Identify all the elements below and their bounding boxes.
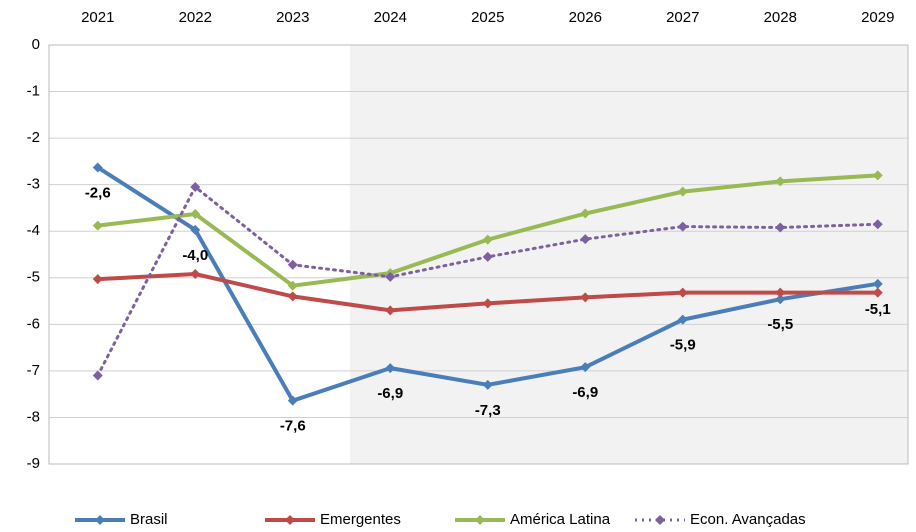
y-tick-label: 0 bbox=[32, 36, 40, 53]
marker bbox=[580, 292, 591, 303]
y-tick-label: -5 bbox=[27, 269, 40, 286]
marker bbox=[92, 220, 103, 231]
y-tick-label: -6 bbox=[27, 315, 40, 332]
forecast-shade bbox=[350, 45, 908, 464]
y-tick-label: -8 bbox=[27, 408, 40, 425]
marker bbox=[385, 271, 396, 282]
marker bbox=[385, 305, 396, 316]
legend-label: América Latina bbox=[510, 511, 611, 528]
y-tick-label: -7 bbox=[27, 362, 40, 379]
plot-frame bbox=[48, 44, 909, 465]
legend-marker bbox=[475, 515, 485, 525]
marker bbox=[580, 362, 591, 373]
marker bbox=[287, 259, 298, 270]
x-tick-label: 2024 bbox=[374, 9, 407, 26]
marker bbox=[92, 162, 103, 173]
x-tick-label: 2021 bbox=[81, 9, 114, 26]
y-tick-label: -2 bbox=[27, 129, 40, 146]
marker bbox=[482, 251, 493, 262]
marker bbox=[677, 314, 688, 325]
data-label: -2,6 bbox=[85, 184, 111, 201]
data-label: -6,9 bbox=[572, 384, 598, 401]
marker bbox=[677, 186, 688, 197]
x-tick-label: 2029 bbox=[861, 9, 894, 26]
legend-label: Econ. Avançadas bbox=[690, 511, 806, 528]
y-tick-label: -9 bbox=[27, 455, 40, 472]
marker bbox=[775, 294, 786, 305]
legend-label: Brasil bbox=[130, 511, 168, 528]
legend-label: Emergentes bbox=[320, 511, 401, 528]
marker bbox=[580, 234, 591, 245]
data-label: -6,9 bbox=[377, 385, 403, 402]
marker bbox=[872, 278, 883, 289]
marker bbox=[287, 395, 298, 406]
x-tick-label: 2027 bbox=[666, 9, 699, 26]
marker bbox=[872, 287, 883, 298]
marker bbox=[580, 208, 591, 219]
marker bbox=[287, 291, 298, 302]
marker bbox=[482, 298, 493, 309]
marker bbox=[677, 221, 688, 232]
y-tick-label: -3 bbox=[27, 176, 40, 193]
marker bbox=[482, 234, 493, 245]
marker bbox=[775, 176, 786, 187]
data-label: -7,6 bbox=[280, 418, 306, 435]
x-tick-label: 2026 bbox=[569, 9, 602, 26]
y-tick-label: -1 bbox=[27, 83, 40, 100]
marker bbox=[775, 222, 786, 233]
y-tick-label: -4 bbox=[27, 222, 40, 239]
marker bbox=[287, 280, 298, 291]
x-tick-label: 2022 bbox=[179, 9, 212, 26]
data-label: -5,5 bbox=[767, 316, 793, 333]
data-label: -5,9 bbox=[670, 337, 696, 354]
x-tick-label: 2028 bbox=[764, 9, 797, 26]
marker bbox=[92, 370, 103, 381]
legend-marker bbox=[95, 515, 105, 525]
data-label: -5,1 bbox=[865, 301, 891, 318]
marker bbox=[385, 363, 396, 374]
legend-marker bbox=[285, 515, 295, 525]
marker bbox=[190, 181, 201, 192]
marker bbox=[872, 170, 883, 181]
data-label: -7,3 bbox=[475, 402, 501, 419]
data-label: -4,0 bbox=[182, 247, 208, 264]
marker bbox=[190, 269, 201, 280]
x-tick-label: 2023 bbox=[276, 9, 309, 26]
marker bbox=[482, 379, 493, 390]
marker bbox=[92, 274, 103, 285]
marker bbox=[190, 208, 201, 219]
x-tick-label: 2025 bbox=[471, 9, 504, 26]
marker bbox=[190, 224, 201, 235]
legend-marker bbox=[655, 515, 665, 525]
marker bbox=[677, 287, 688, 298]
marker bbox=[775, 287, 786, 298]
marker bbox=[872, 219, 883, 230]
